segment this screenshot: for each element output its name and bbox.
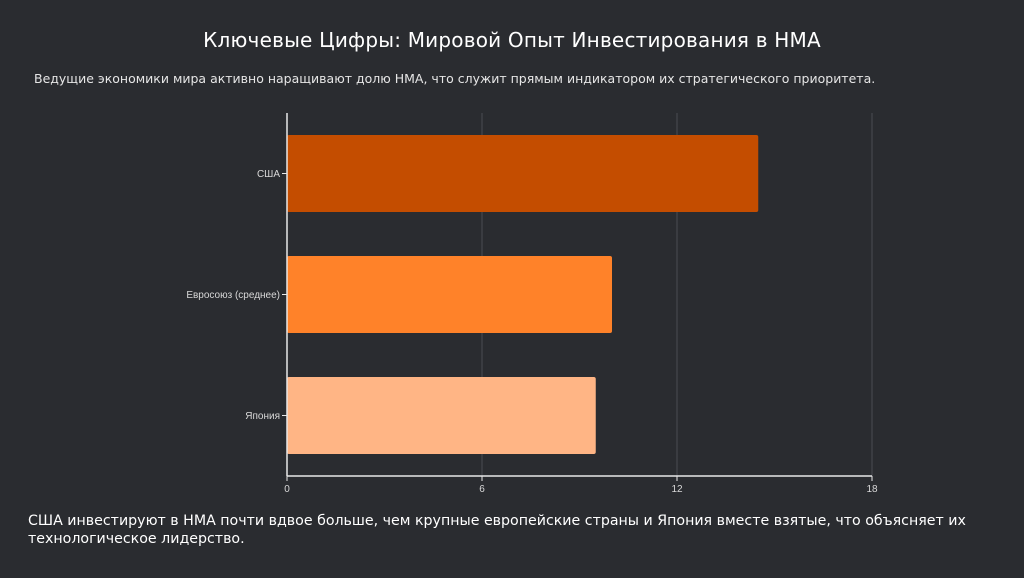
bar: [287, 135, 759, 212]
bar: [287, 377, 596, 454]
y-tick-label: Евросоюз (среднее): [186, 290, 280, 301]
tick-labels: 0 6 12 18 США Евросоюз (среднее) Япония: [186, 169, 878, 495]
slide-subtitle: Ведущие экономики мира активно наращиваю…: [34, 71, 876, 86]
x-tick-label: 12: [671, 484, 683, 495]
bar: [287, 256, 612, 333]
x-tick-label: 0: [284, 484, 290, 495]
bars: [287, 135, 759, 454]
axes: [282, 113, 873, 481]
conclusion-text: США инвестируют в НМА почти вдвое больше…: [28, 513, 966, 547]
x-tick-label: 6: [479, 484, 485, 495]
y-tick-label: Япония: [245, 411, 280, 422]
slide-title: Ключевые Цифры: Мировой Опыт Инвестирова…: [203, 28, 821, 52]
x-tick-label: 18: [866, 484, 878, 495]
y-tick-label: США: [257, 169, 280, 180]
